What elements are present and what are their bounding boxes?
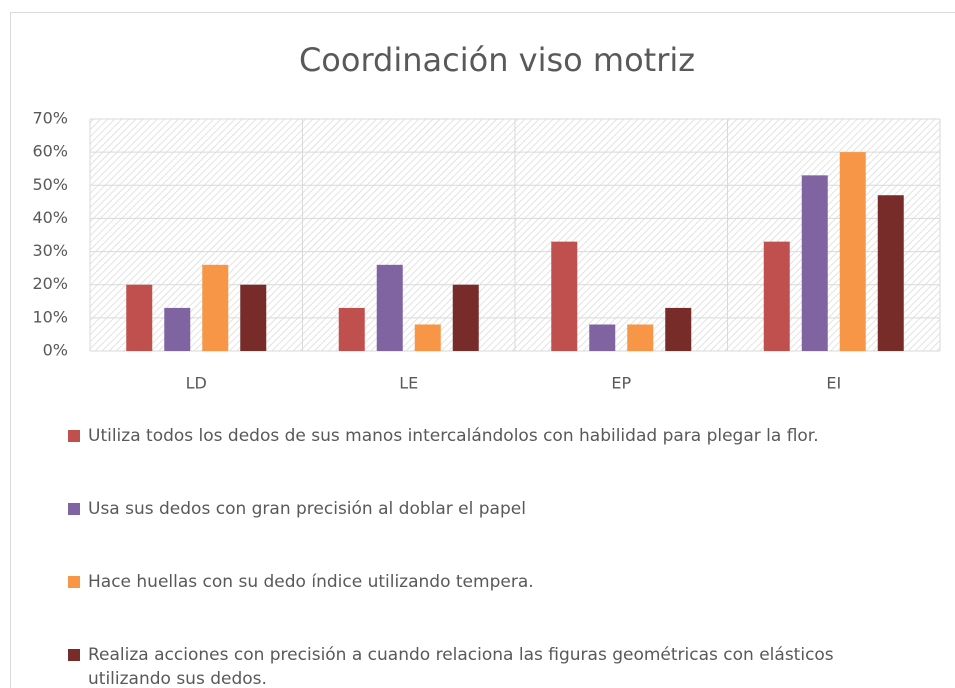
bar xyxy=(763,241,790,351)
legend-item: Utiliza todos los dedos de sus manos int… xyxy=(68,424,928,497)
legend-label: Realiza acciones con precisión a cuando … xyxy=(88,645,834,688)
legend-item: Hace huellas con su dedo índice utilizan… xyxy=(68,570,928,643)
legend: Utiliza todos los dedos de sus manos int… xyxy=(68,424,928,688)
legend-swatch xyxy=(68,649,80,661)
bar xyxy=(240,284,267,351)
chart-title: Coordinación viso motriz xyxy=(299,41,695,79)
y-tick-label: 30% xyxy=(32,241,68,260)
bar xyxy=(202,264,229,351)
y-tick-label: 60% xyxy=(32,142,68,161)
bar xyxy=(801,175,828,351)
x-tick-label: EP xyxy=(611,374,631,393)
y-tick-label: 40% xyxy=(32,208,68,227)
bar xyxy=(376,264,403,351)
legend-label: Hace huellas con su dedo índice utilizan… xyxy=(88,572,534,592)
bar xyxy=(839,152,866,351)
legend-swatch xyxy=(68,430,80,442)
y-tick-label: 50% xyxy=(32,175,68,194)
legend-swatch xyxy=(68,576,80,588)
legend-label: Utiliza todos los dedos de sus manos int… xyxy=(88,426,819,446)
legend-item: Usa sus dedos con gran precisión al dobl… xyxy=(68,497,928,570)
y-tick-label: 70% xyxy=(32,109,68,128)
y-tick-label: 10% xyxy=(32,307,68,326)
bar xyxy=(452,284,479,351)
bar xyxy=(126,284,153,351)
bar xyxy=(338,307,365,351)
x-tick-label: LD xyxy=(186,374,207,393)
legend-item: Realiza acciones con precisión a cuando … xyxy=(68,643,928,688)
bar xyxy=(589,324,616,351)
bar xyxy=(551,241,578,351)
y-tick-label: 20% xyxy=(32,274,68,293)
y-tick-label: 0% xyxy=(43,341,68,360)
bar xyxy=(877,195,904,351)
bar xyxy=(164,307,191,351)
bar xyxy=(665,307,692,351)
x-tick-label: EI xyxy=(826,374,841,393)
legend-swatch xyxy=(68,503,80,515)
bar xyxy=(627,324,654,351)
x-tick-label: LE xyxy=(399,374,418,393)
bar xyxy=(414,324,441,351)
legend-label: Usa sus dedos con gran precisión al dobl… xyxy=(88,499,526,519)
chart-border xyxy=(10,12,955,688)
